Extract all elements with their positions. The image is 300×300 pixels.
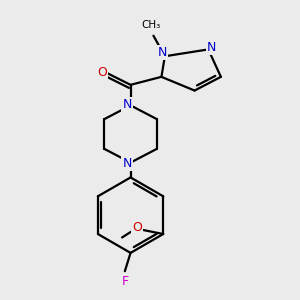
Text: N: N [122,98,132,111]
Text: F: F [121,275,128,288]
Text: O: O [97,66,107,79]
Text: CH₃: CH₃ [142,20,161,30]
Text: N: N [207,40,216,54]
Text: N: N [122,157,132,170]
Text: N: N [158,46,167,59]
Text: O: O [132,221,142,234]
